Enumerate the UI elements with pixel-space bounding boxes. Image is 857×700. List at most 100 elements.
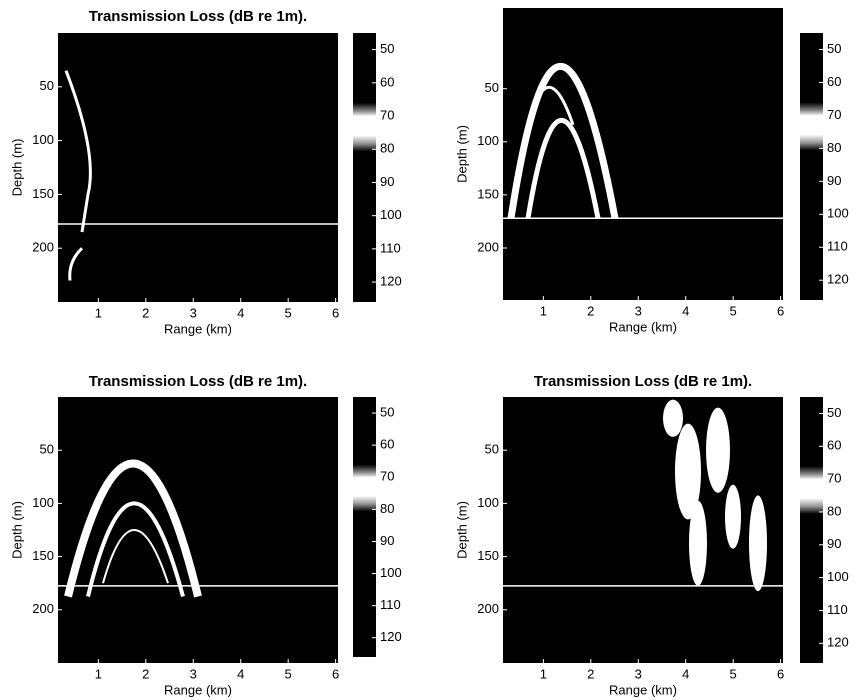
y-tick-label: 200 [32,601,54,616]
colorbar-tick-label: 100 [827,206,849,221]
y-tick-label: 150 [32,548,54,563]
colorbar-tick-label: 60 [827,438,841,453]
y-tick-label: 200 [477,239,499,254]
plot-area [503,397,783,663]
x-tick-label: 1 [540,303,547,318]
colorbar [800,397,823,663]
y-tick-label: 100 [32,132,54,147]
plot-area [58,33,338,302]
x-tick-label: 6 [332,666,339,681]
y-tick-label: 50 [40,78,54,93]
colorbar-tick-label: 90 [380,533,394,548]
colorbar-tick-label: 50 [827,405,841,420]
field-band [521,85,575,155]
panel: Transmission Loss (dB re 1m). 1 2 3 4 5 6 50 100… [454,373,848,697]
x-tick-label: 4 [237,305,244,320]
y-tick-label: 50 [485,442,499,457]
colorbar [353,397,376,657]
x-tick-label: 5 [285,305,292,320]
y-axis-label: Depth (m) [454,501,469,559]
x-tick-label: 1 [540,666,547,681]
y-axis-label: Depth (m) [9,501,24,559]
plot-area [503,8,783,300]
colorbar-tick-label: 50 [380,41,394,56]
field-band [86,501,185,598]
chart-title: Transmission Loss (dB re 1m). [534,373,752,390]
field-blob [675,423,701,520]
x-tick-label: 6 [777,303,784,318]
y-tick-label: 150 [477,548,499,563]
colorbar-tick-label: 80 [827,140,841,155]
colorbar-tick-label: 60 [380,74,394,89]
colorbar-tick-label: 120 [827,635,849,650]
field-blob [663,399,683,437]
colorbar-tick-label: 80 [380,501,394,516]
x-tick-label: 6 [777,666,784,681]
colorbar-tick-label: 60 [380,437,394,452]
colorbar-tick-label: 80 [827,503,841,518]
colorbar-tick-label: 100 [380,565,402,580]
colorbar-tick-label: 50 [827,41,841,56]
panel: Transmission Loss (dB re 1m). 1 2 3 4 5 6 50 100… [9,8,401,336]
colorbar-tick-label: 70 [380,107,394,122]
colorbar [353,33,376,302]
panel: Transmission Loss (dB re 1m). 1 2 3 4 5 6 50 100… [454,8,848,334]
colorbar-tick-label: 90 [827,173,841,188]
colorbar-tick-label: 120 [827,272,849,287]
y-tick-label: 200 [32,240,54,255]
field-band [64,459,202,598]
x-tick-label: 5 [285,666,292,681]
colorbar-tick-label: 80 [380,141,394,156]
colorbar-tick-label: 110 [380,240,401,255]
x-tick-label: 3 [190,305,197,320]
chart-title: Transmission Loss (dB re 1m). [89,8,307,25]
x-tick-label: 2 [142,666,149,681]
colorbar-tick-label: 70 [380,469,394,484]
colorbar-tick-label: 90 [380,174,394,189]
x-tick-label: 6 [332,305,339,320]
x-tick-label: 4 [682,303,689,318]
colorbar-tick-label: 110 [827,602,848,617]
field-band [64,70,92,233]
x-tick-label: 5 [730,666,737,681]
x-axis-label: Range (km) [609,319,677,334]
colorbar-tick-label: 60 [827,74,841,89]
field-band [68,247,84,281]
colorbar-tick-label: 100 [827,569,849,584]
colorbar-tick-label: 120 [380,629,402,644]
colorbar-tick-label: 70 [827,471,841,486]
field-blob [725,484,741,549]
x-tick-label: 3 [190,666,197,681]
x-tick-label: 2 [142,305,149,320]
x-tick-label: 5 [730,303,737,318]
x-tick-label: 1 [95,666,102,681]
colorbar-tick-label: 110 [827,239,848,254]
x-tick-label: 3 [635,303,642,318]
x-tick-label: 1 [95,305,102,320]
chart-title: Transmission Loss (dB re 1m). [534,8,752,25]
y-tick-label: 100 [477,133,499,148]
field-blob [749,495,767,592]
colorbar-tick-label: 100 [380,207,402,222]
colorbar-tick-label: 70 [827,107,841,122]
y-tick-label: 150 [32,186,54,201]
y-tick-label: 50 [485,80,499,95]
plot-area [58,397,338,663]
colorbar-tick-label: 110 [380,597,401,612]
panel: Transmission Loss (dB re 1m). 1 2 3 4 5 6 50 100… [9,373,401,697]
colorbar [800,33,823,300]
x-axis-label: Range (km) [164,321,232,336]
field-blob [689,500,707,586]
x-tick-label: 4 [682,666,689,681]
colorbar-tick-label: 50 [380,404,394,419]
chart-title: Transmission Loss (dB re 1m). [89,373,307,390]
field-band [525,118,601,219]
y-tick-label: 150 [477,186,499,201]
colorbar-tick-label: 90 [827,536,841,551]
x-axis-label: Range (km) [609,682,677,697]
field-band [102,529,169,584]
x-axis-label: Range (km) [164,682,232,697]
x-tick-label: 4 [237,666,244,681]
x-tick-label: 3 [635,666,642,681]
